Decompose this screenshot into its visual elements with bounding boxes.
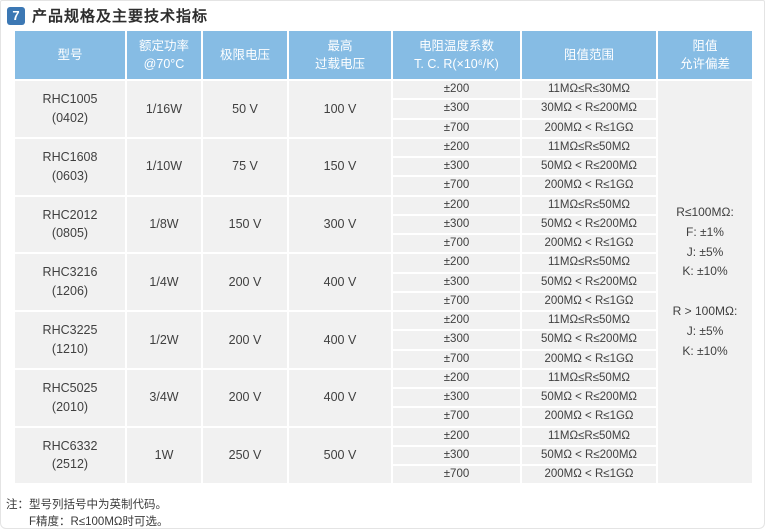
limit-voltage-cell: 50 V bbox=[203, 81, 287, 137]
tcr-cell: ±300 bbox=[393, 215, 520, 233]
tcr-cell: ±300 bbox=[393, 331, 520, 349]
tcr-cell: ±700 bbox=[393, 235, 520, 253]
model-cell: RHC2012 (0805) bbox=[15, 196, 125, 253]
tcr-cell: ±200 bbox=[393, 369, 520, 387]
tcr-cell: ±300 bbox=[393, 273, 520, 291]
tcr-cell: ±300 bbox=[393, 158, 520, 176]
spec-table: 型号 额定功率 @70°C 极限电压 最高 过载电压 电阻温度系数 T. C. … bbox=[15, 31, 752, 484]
range-cell: 11MΩ≤R≤50MΩ bbox=[522, 254, 656, 272]
limit-voltage-cell: 200 V bbox=[203, 312, 287, 368]
range-cell: 50MΩ < R≤200MΩ bbox=[522, 331, 656, 349]
tcr-cell: ±700 bbox=[393, 292, 520, 310]
power-cell: 1W bbox=[127, 427, 201, 484]
tcr-cell: ±700 bbox=[393, 466, 520, 484]
col-header-power: 额定功率 @70°C bbox=[127, 31, 201, 79]
overload-voltage-cell: 300 V bbox=[289, 196, 391, 253]
col-header-tcr: 电阻温度系数 T. C. R(×10⁶/K) bbox=[393, 31, 520, 79]
range-cell: 11MΩ≤R≤50MΩ bbox=[522, 369, 656, 387]
tcr-cell: ±700 bbox=[393, 350, 520, 368]
tcr-cell: ±200 bbox=[393, 196, 520, 214]
range-cell: 11MΩ≤R≤50MΩ bbox=[522, 427, 656, 445]
col-header-overload-voltage: 最高 过载电压 bbox=[289, 31, 391, 79]
model-cell: RHC6332 (2512) bbox=[15, 427, 125, 484]
overload-voltage-cell: 500 V bbox=[289, 427, 391, 484]
range-cell: 200MΩ < R≤1GΩ bbox=[522, 408, 656, 426]
limit-voltage-cell: 200 V bbox=[203, 369, 287, 426]
tolerance-cell: R≤100MΩ: F: ±1% J: ±5% K: ±10% R > 100MΩ… bbox=[658, 81, 752, 484]
tcr-cell: ±200 bbox=[393, 81, 520, 99]
range-cell: 11MΩ≤R≤50MΩ bbox=[522, 138, 656, 156]
overload-voltage-cell: 400 V bbox=[289, 254, 391, 310]
overload-voltage-cell: 100 V bbox=[289, 81, 391, 137]
range-cell: 30MΩ < R≤200MΩ bbox=[522, 100, 656, 118]
tcr-cell: ±200 bbox=[393, 254, 520, 272]
range-cell: 50MΩ < R≤200MΩ bbox=[522, 158, 656, 176]
limit-voltage-cell: 150 V bbox=[203, 196, 287, 253]
footnote-line: F精度：R≤100MΩ时可选。 bbox=[29, 515, 169, 528]
range-cell: 200MΩ < R≤1GΩ bbox=[522, 466, 656, 484]
power-cell: 3/4W bbox=[127, 369, 201, 426]
col-header-range: 阻值范围 bbox=[522, 31, 656, 79]
tcr-cell: ±200 bbox=[393, 312, 520, 330]
model-cell: RHC3225 (1210) bbox=[15, 312, 125, 368]
power-cell: 1/8W bbox=[127, 196, 201, 253]
model-cell: RHC3216 (1206) bbox=[15, 254, 125, 310]
power-cell: 1/2W bbox=[127, 312, 201, 368]
power-cell: 1/10W bbox=[127, 138, 201, 195]
section-number-badge: 7 bbox=[7, 6, 25, 25]
range-cell: 11MΩ≤R≤50MΩ bbox=[522, 196, 656, 214]
overload-voltage-cell: 150 V bbox=[289, 138, 391, 195]
col-header-model: 型号 bbox=[15, 31, 125, 79]
range-cell: 200MΩ < R≤1GΩ bbox=[522, 292, 656, 310]
power-cell: 1/16W bbox=[127, 81, 201, 137]
tcr-cell: ±700 bbox=[393, 408, 520, 426]
page-title: 产品规格及主要技术指标 bbox=[32, 8, 209, 25]
tcr-cell: ±200 bbox=[393, 138, 520, 156]
power-cell: 1/4W bbox=[127, 254, 201, 310]
tcr-cell: ±300 bbox=[393, 446, 520, 464]
section-title-row: 7 产品规格及主要技术指标 bbox=[7, 5, 208, 26]
overload-voltage-cell: 400 V bbox=[289, 369, 391, 426]
range-cell: 50MΩ < R≤200MΩ bbox=[522, 389, 656, 407]
tcr-cell: ±200 bbox=[393, 427, 520, 445]
range-cell: 50MΩ < R≤200MΩ bbox=[522, 273, 656, 291]
tcr-cell: ±700 bbox=[393, 177, 520, 195]
overload-voltage-cell: 400 V bbox=[289, 312, 391, 368]
tcr-cell: ±300 bbox=[393, 389, 520, 407]
limit-voltage-cell: 75 V bbox=[203, 138, 287, 195]
range-cell: 11MΩ≤R≤30MΩ bbox=[522, 81, 656, 99]
footnotes: 注：型号列括号中为英制代码。 F精度：R≤100MΩ时可选。 bbox=[6, 497, 169, 528]
limit-voltage-cell: 250 V bbox=[203, 427, 287, 484]
model-cell: RHC5025 (2010) bbox=[15, 369, 125, 426]
range-cell: 200MΩ < R≤1GΩ bbox=[522, 235, 656, 253]
col-header-tolerance: 阻值 允许偏差 bbox=[658, 31, 752, 79]
range-cell: 50MΩ < R≤200MΩ bbox=[522, 215, 656, 233]
tcr-cell: ±700 bbox=[393, 119, 520, 137]
model-cell: RHC1005 (0402) bbox=[15, 81, 125, 137]
footnote-line: 注：型号列括号中为英制代码。 bbox=[6, 499, 167, 511]
tcr-cell: ±300 bbox=[393, 100, 520, 118]
range-cell: 50MΩ < R≤200MΩ bbox=[522, 446, 656, 464]
model-cell: RHC1608 (0603) bbox=[15, 138, 125, 195]
range-cell: 200MΩ < R≤1GΩ bbox=[522, 350, 656, 368]
limit-voltage-cell: 200 V bbox=[203, 254, 287, 310]
range-cell: 200MΩ < R≤1GΩ bbox=[522, 177, 656, 195]
col-header-limit-voltage: 极限电压 bbox=[203, 31, 287, 79]
range-cell: 11MΩ≤R≤50MΩ bbox=[522, 312, 656, 330]
range-cell: 200MΩ < R≤1GΩ bbox=[522, 119, 656, 137]
